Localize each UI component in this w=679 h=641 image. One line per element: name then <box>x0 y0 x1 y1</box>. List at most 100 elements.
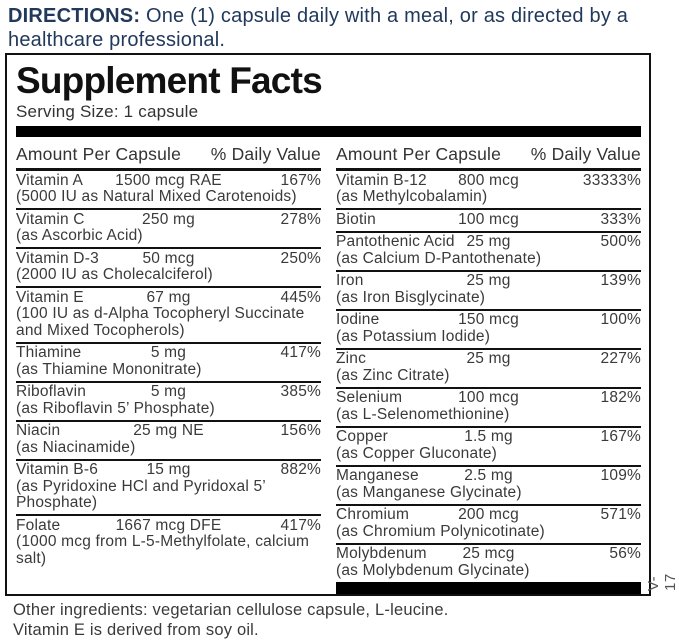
other-ingredients-line2: Vitamin E is derived from soy oil. <box>13 620 259 639</box>
nutrient-daily-value: 33333% <box>582 171 641 189</box>
other-ingredients-line1: Other ingredients: vegetarian cellulose … <box>13 601 449 619</box>
nutrient-amount: 1667 mcg DFE <box>115 516 222 534</box>
nutrient-name: Copper <box>336 428 389 445</box>
nutrient-amount: 1500 mcg RAE <box>115 171 222 189</box>
nutrient-name: Vitamin D-3 <box>16 249 99 267</box>
directions-text: One (1) capsule daily with a meal, or as… <box>8 5 629 52</box>
nutrient-row-main: Selenium 100 mcg 182% <box>336 389 641 407</box>
nutrient-name: Riboflavin <box>16 383 87 400</box>
nutrient-note: (as Ascorbic Acid) <box>16 227 143 244</box>
nutrient-amount: 25 mcg <box>462 545 515 562</box>
nutrient-row-main: Iron 25 mg 139% <box>336 272 641 290</box>
nutrient-name: Thiamine <box>16 344 82 361</box>
nutrient-amount: 25 mg NE <box>133 422 204 439</box>
nutrient-amount: 15 mg <box>146 461 191 478</box>
nutrient-daily-value: 167% <box>600 428 641 445</box>
nutrient-name: Vitamin E <box>16 288 84 306</box>
nutrient-daily-value: 333% <box>600 210 641 228</box>
nutrient-note: (as Pyridoxine HCl and Pyridoxal 5’ Phos… <box>16 477 266 511</box>
nutrient-daily-value: 445% <box>280 288 321 306</box>
nutrient-daily-value: 385% <box>280 383 321 400</box>
nutrient-columns: Amount Per Capsule % Daily Value Vitamin… <box>16 142 641 594</box>
nutrient-row: Selenium 100 mcg 182% (as L-Selenomethio… <box>336 389 641 428</box>
nutrient-name: Chromium <box>336 506 410 523</box>
nutrient-row: Biotin 100 mcg 333% <box>336 210 641 233</box>
nutrient-name: Biotin <box>336 210 376 228</box>
nutrient-row: Copper 1.5 mg 167% (as Copper Gluconate) <box>336 428 641 467</box>
nutrient-amount: 5 mg <box>150 383 187 400</box>
nutrient-row-main: Niacin 25 mg NE 156% <box>16 422 321 440</box>
nutrient-name: Zinc <box>336 350 367 367</box>
nutrient-daily-value: 182% <box>600 389 641 406</box>
supplement-facts-panel: Supplement Facts Serving Size: 1 capsule… <box>5 53 651 596</box>
nutrient-daily-value: 882% <box>280 461 321 478</box>
right-column: Amount Per Capsule % Daily Value Vitamin… <box>336 142 641 594</box>
nutrient-note: (5000 IU as Natural Mixed Carotenoids) <box>16 188 297 205</box>
nutrient-amount: 25 mg <box>466 272 511 289</box>
nutrient-note: (as Iron Bisglycinate) <box>336 288 486 306</box>
nutrient-amount: 100 mcg <box>458 389 519 406</box>
nutrient-daily-value: 500% <box>600 233 641 250</box>
nutrient-amount: 100 mcg <box>458 210 519 228</box>
nutrient-row-main: Thiamine 5 mg 417% <box>16 344 321 362</box>
nutrient-note: (as Riboflavin 5’ Phosphate) <box>16 399 215 417</box>
nutrient-note: (as Potassium Iodide) <box>336 327 491 345</box>
nutrient-row-main: Molybdenum 25 mcg 56% <box>336 545 641 563</box>
footer-divider-bar <box>336 581 641 594</box>
nutrient-name: Vitamin C <box>16 210 85 228</box>
left-column-header: Amount Per Capsule % Daily Value <box>16 142 321 171</box>
label-version-code: V-17 <box>645 573 679 591</box>
daily-value-header: % Daily Value <box>210 144 321 164</box>
left-column: Amount Per Capsule % Daily Value Vitamin… <box>16 142 321 594</box>
nutrient-row-main: Vitamin C 250 mg 278% <box>16 210 321 229</box>
nutrient-note: (as Chromium Polynicotinate) <box>336 522 545 540</box>
directions-label: DIRECTIONS: <box>8 5 141 27</box>
nutrient-row: Thiamine 5 mg 417% (as Thiamine Mononitr… <box>16 344 321 383</box>
nutrient-row: Iodine 150 mcg 100% (as Potassium Iodide… <box>336 311 641 350</box>
nutrient-daily-value: 156% <box>280 422 321 439</box>
nutrient-amount: 2.5 mg <box>464 467 513 484</box>
nutrient-name: Iodine <box>336 311 380 328</box>
nutrient-row: Manganese 2.5 mg 109% (as Manganese Glyc… <box>336 467 641 506</box>
nutrient-daily-value: 417% <box>280 516 321 534</box>
nutrient-row: Pantothenic Acid 25 mg 500% (as Calcium … <box>336 233 641 272</box>
nutrient-note: (as Calcium D-Pantothenate) <box>336 249 542 267</box>
nutrient-row: Zinc 25 mg 227% (as Zinc Citrate) <box>336 350 641 389</box>
nutrient-amount: 25 mg <box>466 350 511 367</box>
nutrient-amount: 800 mcg <box>458 171 519 189</box>
nutrient-note: (100 IU as d-Alpha Tocopheryl Succinate … <box>16 305 305 339</box>
nutrient-daily-value: 250% <box>280 249 321 267</box>
nutrient-amount: 67 mg <box>146 288 191 306</box>
nutrient-row: Vitamin A 1500 mcg RAE 167% (5000 IU as … <box>16 171 321 210</box>
nutrient-row-main: Vitamin B-6 15 mg 882% <box>16 461 321 479</box>
amount-header: Amount Per Capsule <box>16 144 182 164</box>
nutrient-name: Pantothenic Acid <box>336 233 455 250</box>
nutrient-row: Vitamin B-12 800 mcg 33333% (as Methylco… <box>336 171 641 210</box>
nutrient-amount: 25 mg <box>466 233 511 250</box>
nutrient-daily-value: 227% <box>600 350 641 367</box>
nutrient-row: Folate 1667 mcg DFE 417% (1000 mcg from … <box>16 516 321 570</box>
nutrient-name: Niacin <box>16 422 61 439</box>
nutrient-daily-value: 56% <box>609 545 641 562</box>
nutrient-name: Iron <box>336 272 364 289</box>
nutrient-daily-value: 167% <box>280 171 321 189</box>
nutrient-note: (as Molybdenum Glycinate) <box>336 561 530 579</box>
nutrient-name: Selenium <box>336 389 403 406</box>
nutrient-note: (1000 mcg from L-5-Methylfolate, calcium… <box>16 533 310 567</box>
nutrient-name: Vitamin B-6 <box>16 461 99 478</box>
nutrient-row: Riboflavin 5 mg 385% (as Riboflavin 5’ P… <box>16 383 321 422</box>
right-rows-container: Vitamin B-12 800 mcg 33333% (as Methylco… <box>336 171 641 582</box>
nutrient-daily-value: 100% <box>600 311 641 328</box>
other-ingredients: Other ingredients: vegetarian cellulose … <box>13 601 653 641</box>
nutrient-daily-value: 417% <box>280 344 321 361</box>
nutrient-row: Vitamin D-3 50 mcg 250% (2000 IU as Chol… <box>16 249 321 288</box>
nutrient-name: Vitamin B-12 <box>336 171 427 189</box>
nutrient-row-main: Vitamin D-3 50 mcg 250% <box>16 249 321 268</box>
left-rows-container: Vitamin A 1500 mcg RAE 167% (5000 IU as … <box>16 171 321 570</box>
panel-title: Supplement Facts <box>16 60 323 101</box>
nutrient-row: Iron 25 mg 139% (as Iron Bisglycinate) <box>336 272 641 311</box>
nutrient-row-main: Pantothenic Acid 25 mg 500% <box>336 233 641 251</box>
nutrient-row-main: Folate 1667 mcg DFE 417% <box>16 516 321 535</box>
nutrient-name: Manganese <box>336 467 419 484</box>
nutrient-row: Vitamin E 67 mg 445% (100 IU as d-Alpha … <box>16 288 321 344</box>
